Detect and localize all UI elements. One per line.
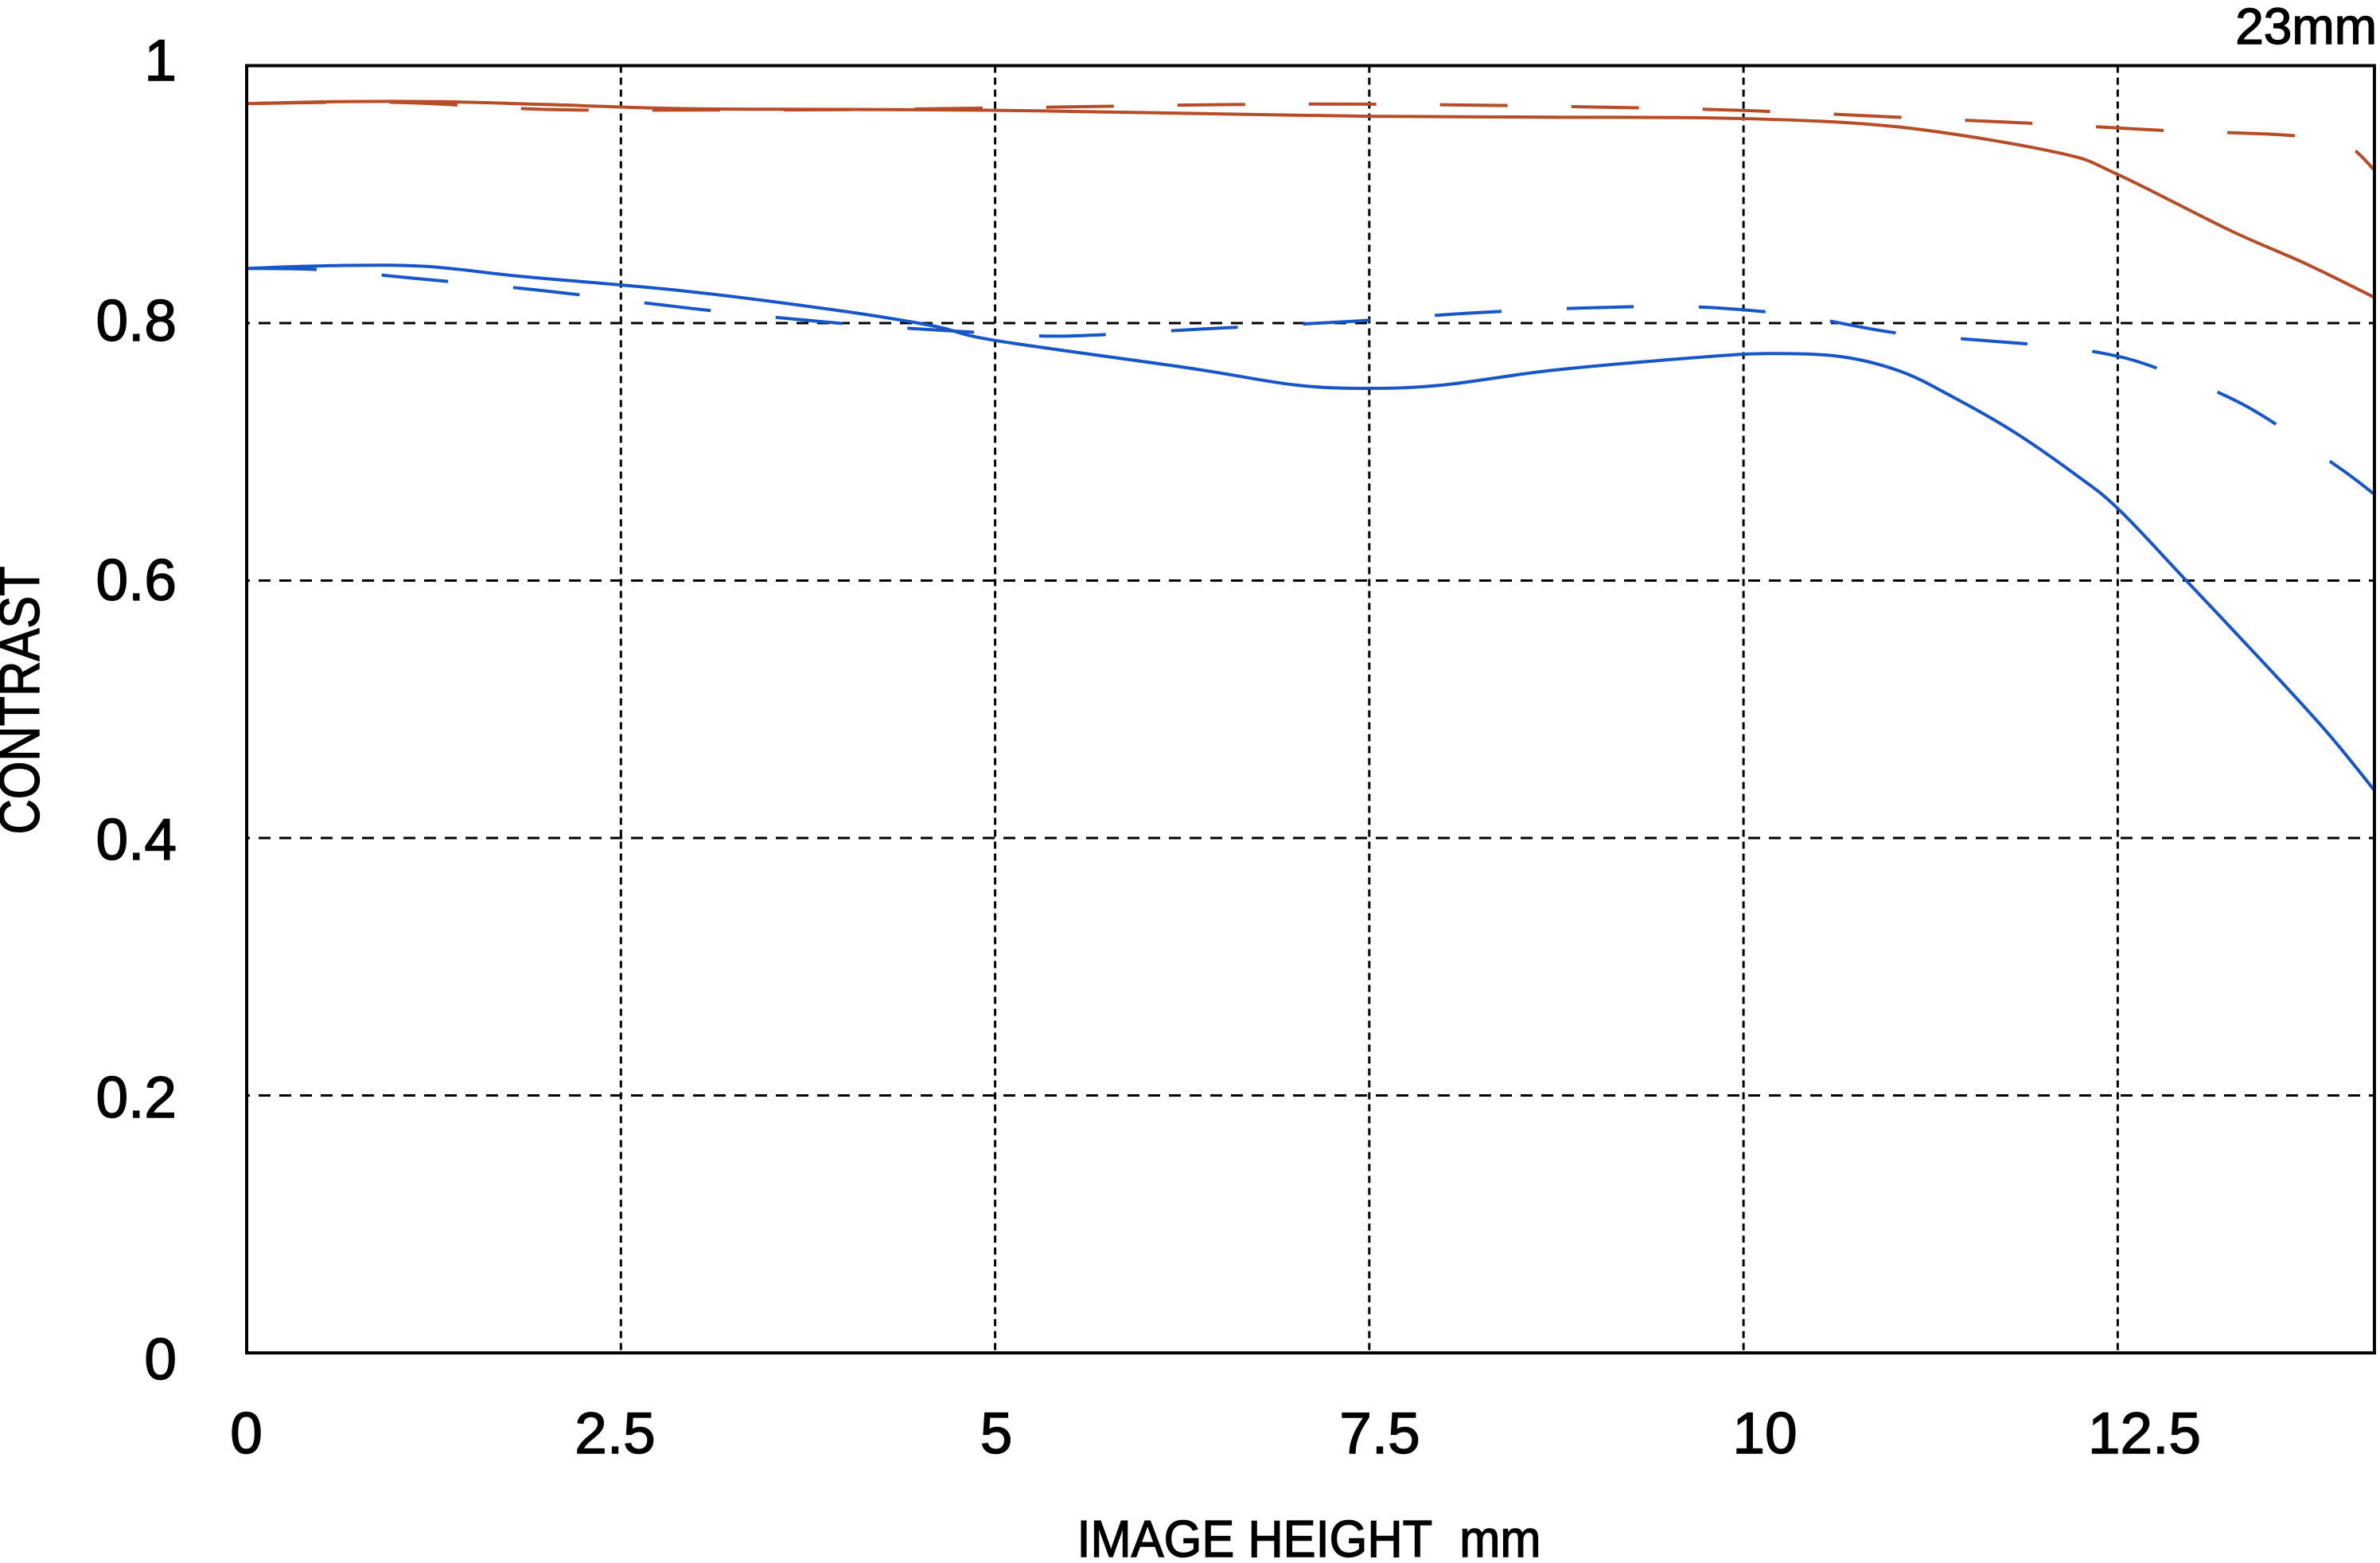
svg-text:7.5: 7.5	[1339, 1401, 1420, 1466]
svg-text:0: 0	[230, 1401, 263, 1466]
svg-text:0.6: 0.6	[96, 548, 177, 613]
svg-text:0.4: 0.4	[96, 808, 177, 872]
svg-text:12.5: 12.5	[2088, 1401, 2201, 1466]
svg-text:10: 10	[1732, 1401, 1797, 1466]
svg-text:CONTRAST: CONTRAST	[0, 567, 52, 835]
svg-text:1: 1	[144, 29, 177, 93]
svg-text:0.8: 0.8	[96, 289, 177, 353]
svg-text:2.5: 2.5	[575, 1401, 655, 1466]
svg-text:5: 5	[980, 1401, 1013, 1466]
svg-text:0.2: 0.2	[96, 1066, 177, 1130]
svg-text:0: 0	[144, 1327, 177, 1392]
svg-text:IMAGE HEIGHT mm: IMAGE HEIGHT mm	[1077, 1510, 1541, 1563]
svg-text:23mm: 23mm	[2235, 0, 2377, 55]
